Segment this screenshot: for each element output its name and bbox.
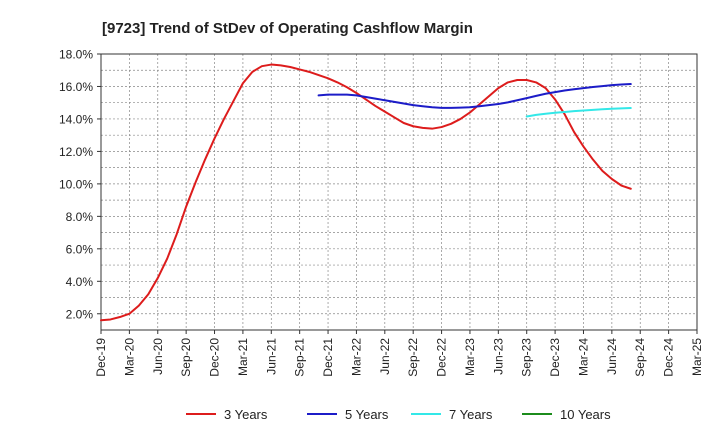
series-line-1 xyxy=(100,63,632,322)
x-tick-label: Jun-23 xyxy=(491,338,505,375)
legend: 3 Years 5 Years 7 Years 10 Years xyxy=(186,407,611,422)
legend-label: 5 Years xyxy=(345,407,389,422)
y-tick-label: 12.0% xyxy=(59,145,93,159)
x-tick-label: Mar-23 xyxy=(463,338,477,376)
x-tick-label: Dec-22 xyxy=(435,338,449,377)
x-tick-label: Mar-24 xyxy=(576,338,590,376)
y-tick-label: 10.0% xyxy=(59,177,93,191)
y-tick-label: 16.0% xyxy=(59,80,93,94)
legend-label: 7 Years xyxy=(449,407,493,422)
x-tick-label: Dec-21 xyxy=(321,338,335,377)
grid-lines xyxy=(100,53,698,331)
x-tick-label: Mar-21 xyxy=(236,338,250,376)
y-axis: 2.0% 4.0% 6.0% 8.0% 10.0% 12.0% 14.0% 16.0% 18.0… xyxy=(59,48,101,321)
x-axis: Dec-19 Mar-20 Jun-20 Sep-20 Dec-20 Mar-21 Jun-… xyxy=(94,330,704,377)
x-tick-label: Dec-24 xyxy=(662,338,676,377)
legend-label: 10 Years xyxy=(560,407,611,422)
y-tick-label: 6.0% xyxy=(66,242,94,256)
x-tick-label: Mar-22 xyxy=(349,338,363,376)
x-tick-label: Mar-20 xyxy=(122,338,136,376)
series-line-3 xyxy=(525,107,632,118)
plot-area xyxy=(100,53,698,331)
x-tick-label: Jun-20 xyxy=(151,338,165,375)
x-tick-label: Sep-24 xyxy=(633,338,647,377)
x-tick-label: Sep-20 xyxy=(179,338,193,377)
x-tick-label: Dec-19 xyxy=(94,338,108,377)
x-tick-label: Jun-22 xyxy=(378,338,392,375)
chart-title: [9723] Trend of StDev of Operating Cashf… xyxy=(102,20,473,37)
x-tick-label: Dec-23 xyxy=(548,338,562,377)
series-lines xyxy=(100,63,632,322)
y-tick-label: 18.0% xyxy=(59,48,93,62)
x-tick-label: Sep-21 xyxy=(293,338,307,377)
series-line-2 xyxy=(317,83,632,109)
x-tick-label: Mar-25 xyxy=(690,338,704,376)
x-tick-label: Jun-24 xyxy=(605,338,619,375)
y-tick-label: 4.0% xyxy=(66,275,94,289)
x-tick-label: Sep-23 xyxy=(520,338,534,377)
x-tick-label: Jun-21 xyxy=(264,338,278,375)
y-tick-label: 8.0% xyxy=(66,210,94,224)
y-tick-label: 2.0% xyxy=(66,307,94,321)
y-tick-label: 14.0% xyxy=(59,112,93,126)
legend-label: 3 Years xyxy=(224,407,268,422)
x-tick-label: Sep-22 xyxy=(406,338,420,377)
x-tick-label: Dec-20 xyxy=(208,338,222,377)
